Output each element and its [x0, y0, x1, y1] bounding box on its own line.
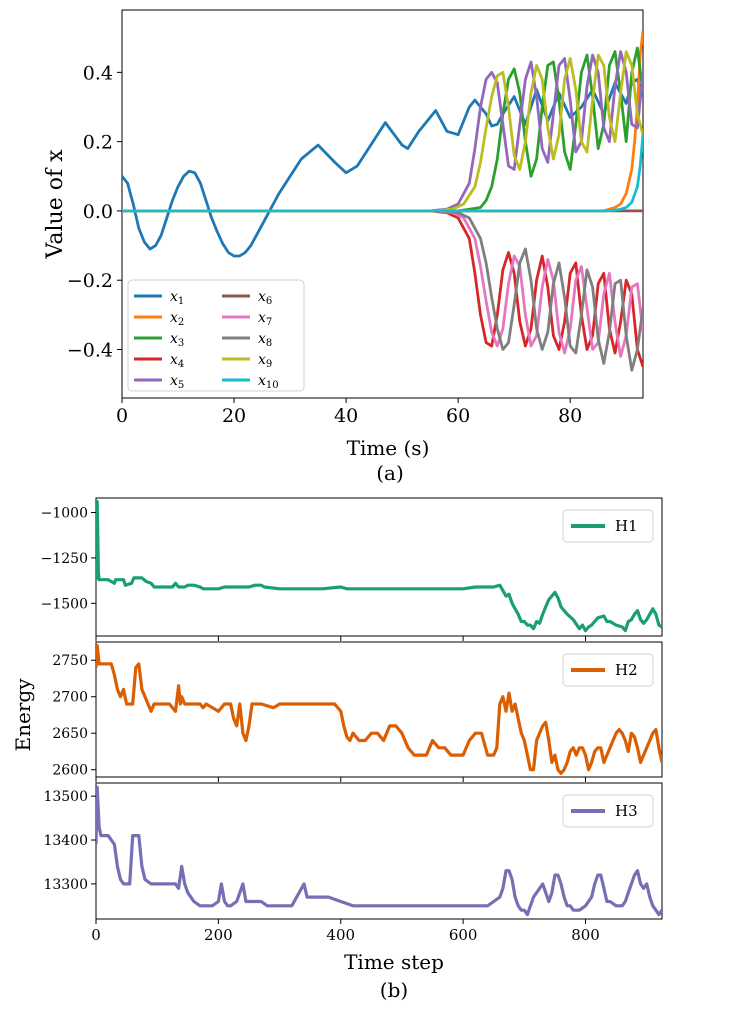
- y-tick-label: −1000: [41, 506, 88, 522]
- energy-panel-frame: [95, 641, 663, 778]
- panel-b-x-ticks: 0 200 400 600 800: [91, 926, 600, 944]
- panel-a: 0 20 40 60 80 −0.4 −0.2 0.0 0.2 0.4 Time (s) Val…: [43, 9, 644, 485]
- legend-entry-x4: x4: [170, 352, 184, 370]
- y-tick-label: 0.2: [83, 132, 113, 154]
- x-tick-label: 40: [334, 405, 358, 427]
- x-tick-label: 200: [204, 926, 233, 944]
- legend-entry-h3: H3: [615, 802, 638, 820]
- y-tick-label: −0.4: [67, 340, 113, 362]
- x-tick-label: 0: [91, 926, 101, 944]
- series-line-x8: [122, 209, 643, 372]
- energy-panel-h1: −1000 −1250 −1500 H1: [41, 497, 663, 641]
- y-tick-label: 0.4: [83, 62, 113, 84]
- x-tick-label: 800: [571, 926, 600, 944]
- legend-box: [562, 794, 654, 828]
- panel-b-label: (b): [380, 978, 408, 1002]
- x-tick-label: 600: [449, 926, 478, 944]
- panel-b-ylabel: Energy: [11, 678, 35, 752]
- y-tick-label: 2700: [52, 690, 88, 706]
- series-line-x5: [122, 50, 643, 213]
- energy-panel-frame: [95, 782, 663, 920]
- y-tick-label: 2600: [52, 763, 88, 779]
- legend-entry-h2: H2: [615, 661, 638, 679]
- y-tick-label: −1500: [41, 596, 88, 612]
- energy-line-h2: [96, 643, 662, 776]
- series-line-x7: [122, 209, 643, 358]
- y-tick-label: 2650: [52, 726, 88, 742]
- legend-entry-h1: H1: [615, 517, 638, 535]
- series-line-x1: [122, 77, 643, 258]
- legend-entry-x3: x3: [170, 331, 184, 349]
- panel-a-y-ticks: −0.4 −0.2 0.0 0.2 0.4: [67, 62, 122, 362]
- legend-entry-x10: x10: [258, 373, 279, 391]
- panel-a-plot-frame: [121, 9, 644, 399]
- y-tick-label: 13400: [43, 833, 88, 849]
- x-tick-label: 0: [116, 405, 128, 427]
- series-line-x10: [122, 134, 643, 213]
- legend-entry-x1: x1: [170, 289, 184, 307]
- legend-box: [562, 653, 654, 687]
- panel-a-xlabel: Time (s): [347, 436, 430, 460]
- panel-a-x-ticks: 0 20 40 60 80: [116, 398, 582, 427]
- y-tick-label: 2750: [52, 653, 88, 669]
- x-tick-label: 20: [222, 405, 246, 427]
- legend-entry-x8: x8: [258, 331, 272, 349]
- legend-entry-x5: x5: [170, 373, 184, 391]
- panel-b-xlabel: Time step: [344, 950, 444, 974]
- panel-b: −1000 −1250 −1500 H1 2750 2700 2650 2600 H2 13500…: [11, 497, 663, 1002]
- y-tick-label: −1250: [41, 551, 88, 567]
- energy-line-h3: [96, 785, 662, 917]
- panel-a-legend: x1 x2 x3 x4 x5 x6 x7 x8 x9 x10: [127, 279, 305, 392]
- series-line-x3: [122, 46, 643, 213]
- x-tick-label: 60: [446, 405, 470, 427]
- panel-a-ylabel: Value of x: [43, 149, 68, 260]
- y-tick-label: −0.2: [67, 270, 113, 292]
- series-line-x9: [122, 50, 643, 213]
- y-tick-label: 13500: [43, 789, 88, 805]
- y-tick-label: 0.0: [83, 201, 113, 223]
- panel-a-series: [122, 30, 643, 372]
- legend-entry-x7: x7: [258, 310, 272, 328]
- energy-panel-h2: 2750 2700 2650 2600 H2: [52, 641, 663, 782]
- panel-a-label: (a): [376, 461, 404, 485]
- energy-line-h1: [96, 500, 662, 633]
- legend-entry-x2: x2: [170, 310, 184, 328]
- energy-panel-h3: 13500 13400 13300 H3: [43, 782, 663, 924]
- x-tick-label: 80: [558, 405, 582, 427]
- x-tick-label: 400: [326, 926, 355, 944]
- y-tick-label: 13300: [43, 877, 88, 893]
- legend-entry-x9: x9: [258, 352, 272, 370]
- legend-box: [562, 509, 654, 543]
- panel-a-legend-box: [127, 279, 305, 392]
- panel-b-subplots: −1000 −1250 −1500 H1 2750 2700 2650 2600 H2 13500…: [41, 497, 663, 924]
- legend-entry-x6: x6: [258, 289, 272, 307]
